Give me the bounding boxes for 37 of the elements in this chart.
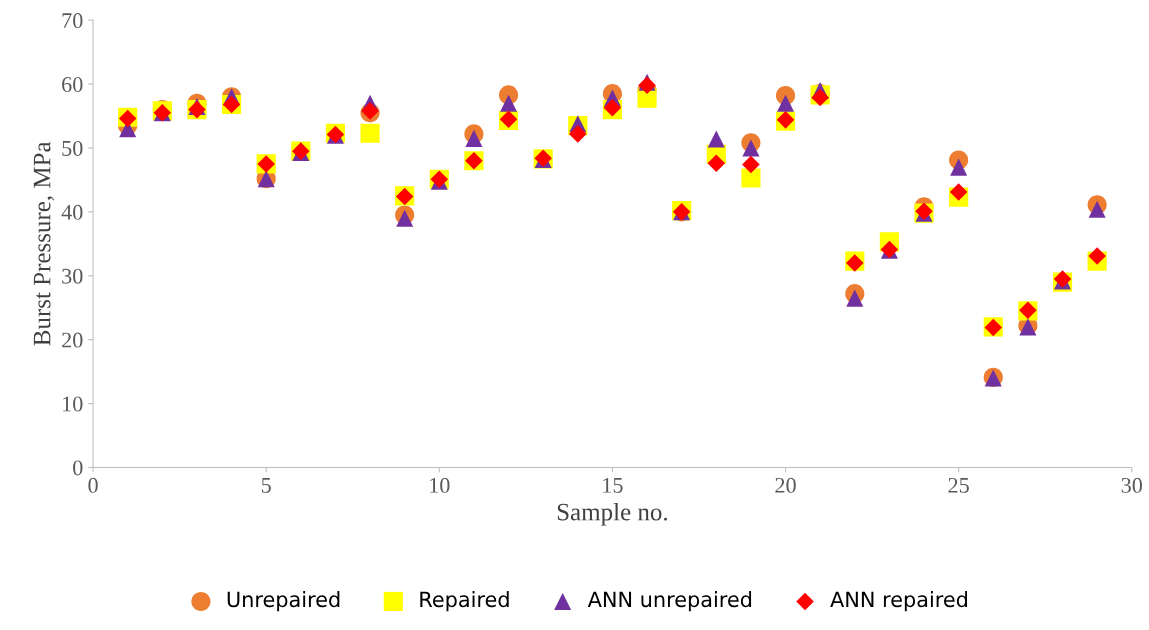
y-tick-label: 70 (62, 13, 83, 29)
point (707, 154, 726, 173)
point (360, 123, 380, 143)
y-axis-title: Burst Pressure, MPa (33, 141, 55, 346)
x-tick-label: 20 (775, 477, 796, 493)
point (1088, 247, 1106, 265)
x-tick-label: 0 (88, 477, 98, 493)
point (638, 76, 656, 95)
x-tick-label: 25 (948, 477, 969, 493)
point (569, 125, 587, 143)
y-tick-label: 10 (63, 396, 83, 412)
y-tick-label: 40 (61, 204, 83, 220)
y-tick-label: 0 (73, 460, 83, 476)
point (500, 94, 518, 112)
y-tick-label: 20 (62, 332, 83, 348)
point (707, 130, 725, 148)
y-tick-label: 60 (62, 76, 83, 92)
x-tick-label: 15 (603, 477, 623, 493)
point (949, 183, 968, 201)
x-axis-title: Sample no. (557, 502, 668, 526)
y-tick-label: 30 (62, 268, 83, 284)
point (742, 139, 760, 157)
legend-label: ANN repaired (830, 591, 968, 612)
point (777, 94, 795, 112)
point (742, 155, 760, 174)
x-tick-label: 10 (430, 477, 450, 493)
point (950, 158, 968, 176)
legend-label: Repaired (420, 591, 509, 612)
x-tick-label: 5 (261, 478, 271, 493)
point (741, 168, 761, 188)
point (465, 129, 483, 147)
x-tick-label: 30 (1121, 477, 1143, 493)
point (846, 289, 864, 307)
point (1088, 200, 1106, 218)
legend-label: Unrepaired (227, 591, 340, 612)
y-tick-label: 50 (62, 140, 83, 156)
legend-label: ANN unrepaired (587, 591, 752, 612)
